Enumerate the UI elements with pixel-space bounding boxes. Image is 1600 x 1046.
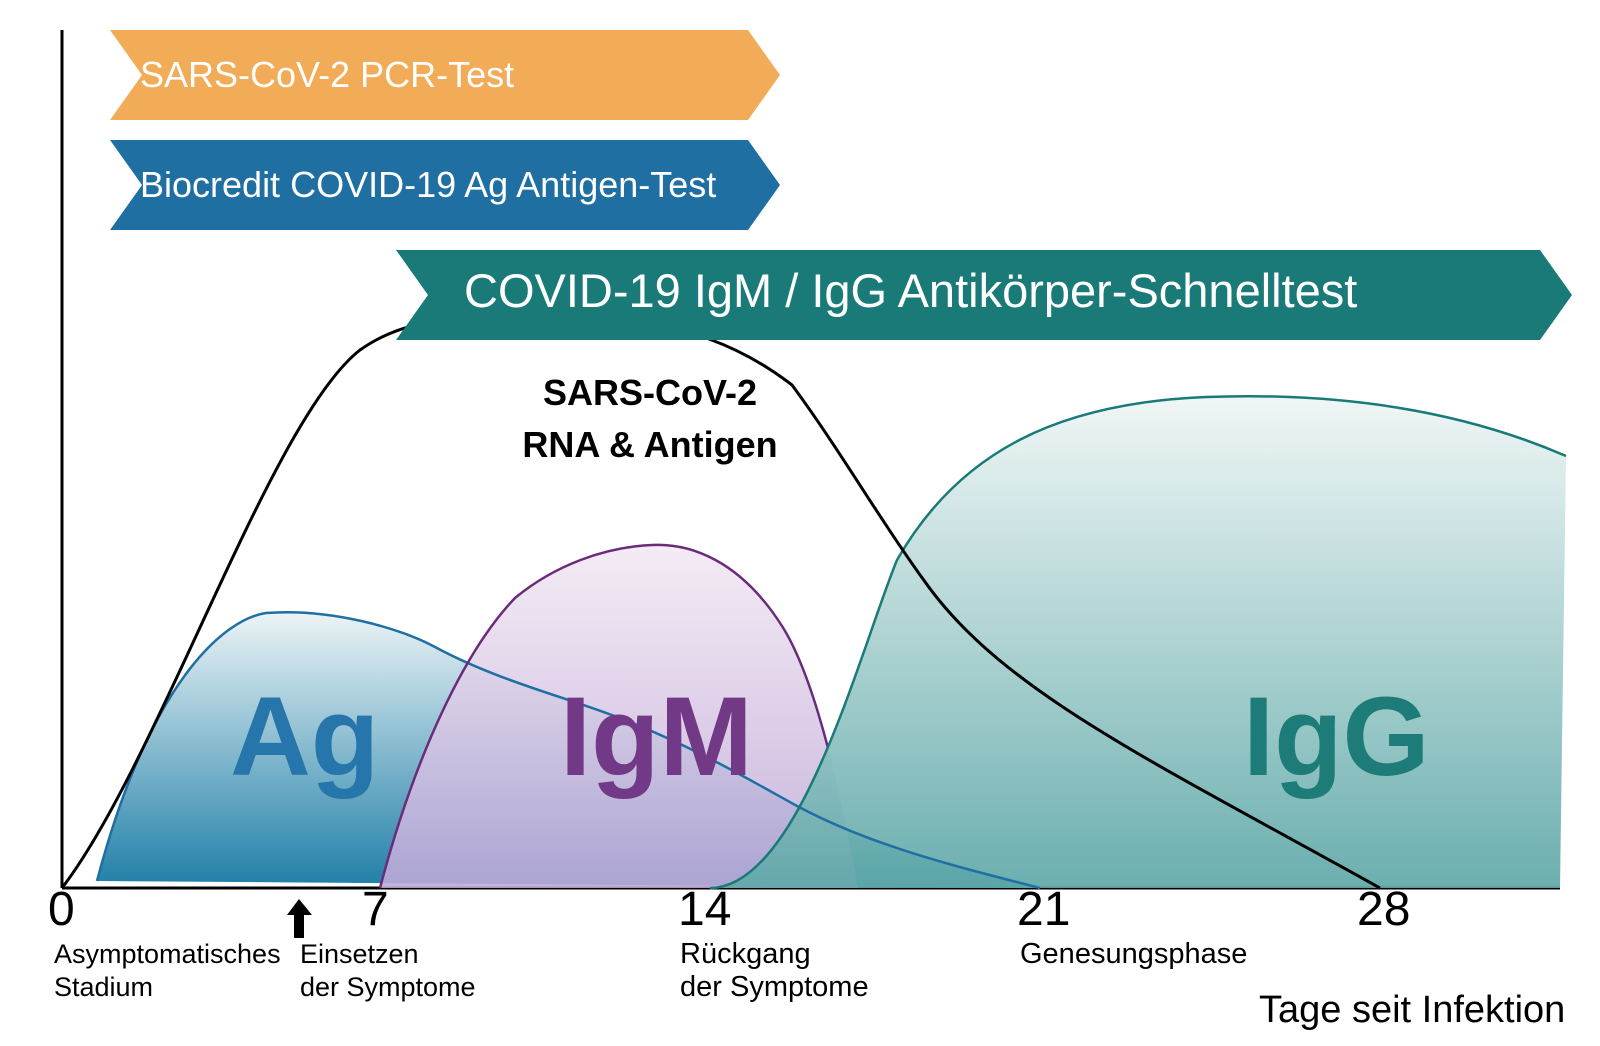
svg-text:Einsetzen: Einsetzen (300, 939, 419, 969)
svg-text:der Symptome: der Symptome (300, 972, 476, 1002)
svg-text:0: 0 (48, 883, 75, 936)
svg-text:IgM: IgM (560, 674, 753, 799)
svg-text:SARS-CoV-2: SARS-CoV-2 (543, 372, 757, 413)
svg-text:COVID-19 IgM / IgG Antikörper-: COVID-19 IgM / IgG Antikörper-Schnelltes… (464, 264, 1357, 317)
svg-text:28: 28 (1357, 883, 1410, 936)
svg-text:SARS-CoV-2 PCR-Test: SARS-CoV-2 PCR-Test (140, 54, 514, 95)
svg-text:14: 14 (678, 883, 731, 936)
svg-text:Rückgang: Rückgang (680, 938, 811, 970)
svg-text:Biocredit COVID-19 Ag Antigen-: Biocredit COVID-19 Ag Antigen-Test (140, 164, 716, 205)
svg-text:IgG: IgG (1243, 674, 1430, 799)
svg-text:der Symptome: der Symptome (680, 971, 869, 1003)
svg-text:Genesungsphase: Genesungsphase (1020, 938, 1247, 970)
svg-text:Asymptomatisches: Asymptomatisches (54, 939, 281, 969)
svg-text:Stadium: Stadium (54, 972, 153, 1002)
svg-text:7: 7 (362, 883, 389, 936)
svg-text:RNA & Antigen: RNA & Antigen (522, 424, 777, 465)
svg-text:Tage seit Infektion: Tage seit Infektion (1259, 989, 1565, 1031)
svg-text:21: 21 (1017, 883, 1070, 936)
svg-text:Ag: Ag (230, 674, 379, 799)
